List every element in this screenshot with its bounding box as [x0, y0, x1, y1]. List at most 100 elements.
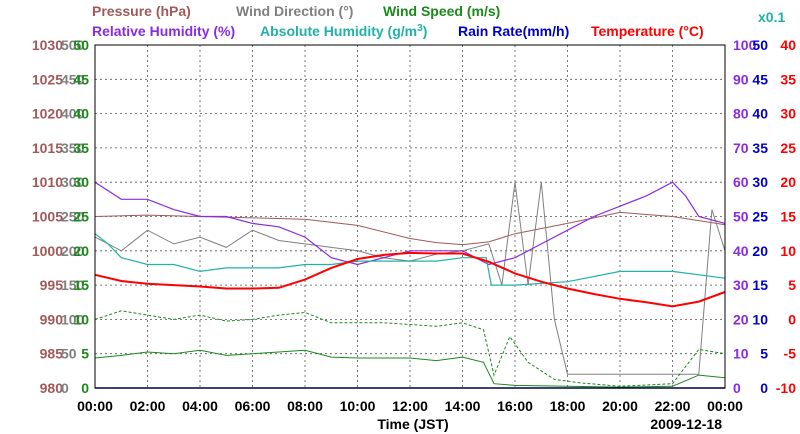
y-tick-label: 1000: [32, 243, 63, 259]
y-tick-label: 0: [81, 380, 89, 396]
y-tick-label: 70: [733, 140, 749, 156]
y-tick-label: 50: [752, 37, 768, 53]
y-tick-label: 100: [61, 311, 85, 327]
y-tick-label: 100: [733, 37, 757, 53]
title-temperature: Temperature (°C): [591, 23, 704, 39]
x-tick-label: 00:00: [77, 398, 113, 414]
y-tick-label: 45: [752, 71, 768, 87]
y-tick-label: 300: [61, 174, 85, 190]
y-tick-label: 20: [752, 243, 768, 259]
y-tick-label: 25: [752, 209, 768, 225]
y-tick-label: 400: [61, 106, 85, 122]
x-tick-label: 20:00: [602, 398, 638, 414]
x-tick-label: 10:00: [340, 398, 376, 414]
y-tick-label: 1020: [32, 106, 63, 122]
wind-direction-axis: 0 50 100 150 200 250 300 350 400 450 500: [61, 37, 85, 396]
y-tick-label: 80: [733, 106, 749, 122]
y-tick-label: -5: [784, 346, 797, 362]
wind-speed-axis: 0 5 10 15 20 25 30 35 40 45 50: [73, 37, 89, 396]
wind-speed-line: [94, 349, 726, 388]
y-tick-label: 450: [61, 71, 85, 87]
y-tick-label: 350: [61, 140, 85, 156]
y-tick-label: 5: [81, 346, 89, 362]
y-tick-label: 30: [733, 277, 749, 293]
x-tick-label: 14:00: [445, 398, 481, 414]
y-tick-label: 45: [73, 71, 89, 87]
y-tick-label: 20: [780, 174, 796, 190]
y-tick-label: 150: [61, 277, 85, 293]
y-tick-label: 1015: [32, 140, 63, 156]
title-pressure: Pressure (hPa): [92, 3, 191, 19]
relative-humidity-line: [94, 181, 726, 266]
x-tick-label: 04:00: [182, 398, 218, 414]
y-tick-label: 1005: [32, 209, 63, 225]
y-tick-label: 40: [733, 243, 749, 259]
y-tick-label: 0: [760, 380, 768, 396]
x-axis-label: Time (JST): [377, 416, 448, 432]
y-tick-label: -10: [776, 380, 796, 396]
pressure-line: [94, 211, 726, 246]
y-tick-label: 5: [760, 346, 768, 362]
rain-rate-axis: 0 5 10 15 20 25 30 35 40 45 50: [752, 37, 768, 396]
y-tick-label: 35: [780, 71, 796, 87]
pressure-axis: 980 985 990 995 1000 1005 1010 1015 1020 1025 1030: [32, 37, 63, 396]
y-tick-label: 60: [733, 174, 749, 190]
x-tick-label: 00:00: [707, 398, 743, 414]
x-tick-label: 22:00: [655, 398, 691, 414]
y-tick-label: 50: [733, 209, 749, 225]
y-tick-label: 1030: [32, 37, 63, 53]
title-ah-scale: x0.1: [758, 9, 785, 25]
y-tick-label: 10: [73, 311, 89, 327]
y-tick-label: 0: [788, 311, 796, 327]
x-tick-label: 06:00: [235, 398, 271, 414]
title-rain-rate: Rain Rate(mm/h): [458, 23, 569, 39]
plot-frame: [94, 44, 726, 389]
y-tick-label: 40: [780, 37, 796, 53]
time-axis: 00:00 02:00 04:00 06:00 08:00 10:00 12:00 14:00…: [77, 398, 743, 414]
y-tick-label: 0: [733, 380, 741, 396]
y-tick-label: 20: [733, 311, 749, 327]
y-tick-label: 1010: [32, 174, 63, 190]
title-ah-sup: 3: [417, 23, 423, 34]
relative-humidity-axis: 0 10 20 30 40 50 60 70 80 90 100: [733, 37, 757, 396]
x-tick-label: 08:00: [287, 398, 323, 414]
y-tick-label: 15: [780, 209, 796, 225]
x-tick-label: 16:00: [497, 398, 533, 414]
title-wind-direction: Wind Direction (°): [236, 3, 353, 19]
y-tick-label: 50: [73, 37, 89, 53]
x-tick-label: 12:00: [392, 398, 428, 414]
y-tick-label: 995: [40, 277, 64, 293]
title-wind-speed: Wind Speed (m/s): [383, 3, 500, 19]
y-tick-label: 500: [61, 37, 85, 53]
x-tick-label: 18:00: [550, 398, 586, 414]
wind-gust-line: [94, 310, 726, 387]
y-tick-label: 10: [752, 311, 768, 327]
y-tick-label: 10: [733, 346, 749, 362]
y-tick-label: 35: [73, 140, 89, 156]
x-tick-label: 02:00: [130, 398, 166, 414]
title-ah-prefix: Absolute Humidity (g/m: [260, 23, 417, 39]
temperature-axis: -10 -5 0 5 10 15 20 25 30 35 40: [776, 37, 796, 396]
y-tick-label: 35: [752, 140, 768, 156]
y-tick-label: 15: [752, 277, 768, 293]
y-tick-label: 30: [752, 174, 768, 190]
y-tick-label: 250: [61, 209, 85, 225]
y-tick-label: 985: [40, 346, 64, 362]
title-relative-humidity: Relative Humidity (%): [92, 23, 235, 39]
y-tick-label: 980: [40, 380, 64, 396]
y-tick-label: 50: [61, 346, 77, 362]
y-tick-label: 30: [73, 174, 89, 190]
y-tick-label: 0: [61, 380, 69, 396]
y-tick-label: 90: [733, 71, 749, 87]
y-tick-label: 40: [73, 106, 89, 122]
y-tick-label: 5: [788, 277, 796, 293]
y-tick-label: 25: [780, 140, 796, 156]
y-tick-label: 40: [752, 106, 768, 122]
y-tick-label: 30: [780, 106, 796, 122]
title-absolute-humidity: Absolute Humidity (g/m3): [260, 23, 427, 39]
y-tick-label: 25: [73, 209, 89, 225]
absolute-humidity-line: [94, 233, 726, 286]
temperature-line: [94, 251, 726, 308]
y-tick-label: 15: [73, 277, 89, 293]
y-tick-label: 200: [61, 243, 85, 259]
